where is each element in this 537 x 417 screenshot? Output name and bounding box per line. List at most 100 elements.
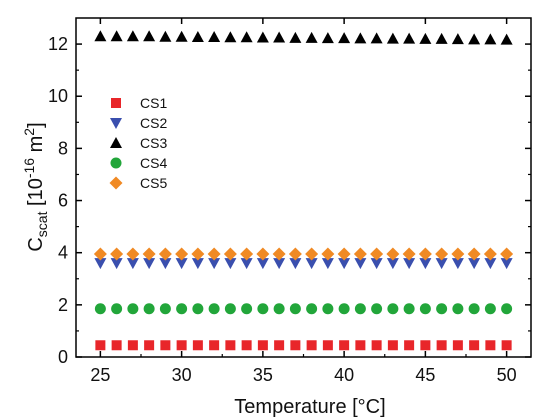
legend-marker-cs5	[109, 176, 123, 190]
data-point-cs4	[208, 303, 220, 315]
data-point-cs2	[370, 258, 383, 270]
legend-marker-cs3	[110, 137, 122, 148]
data-point-cs4	[257, 303, 269, 315]
series-cs5	[93, 247, 514, 261]
data-point-cs5	[191, 247, 205, 261]
y-axis-label-exponent: -16	[21, 158, 37, 178]
data-point-cs2	[159, 258, 172, 270]
legend-item-cs3: CS3	[110, 135, 167, 151]
data-point-cs2	[305, 258, 318, 270]
data-point-cs3	[208, 31, 221, 43]
data-point-cs2	[386, 258, 399, 270]
data-point-cs3	[484, 33, 497, 45]
y-axis-label-base: C	[25, 237, 47, 251]
data-point-cs4	[159, 303, 171, 315]
data-point-cs1	[485, 340, 496, 351]
data-point-cs1	[339, 340, 350, 351]
data-point-cs1	[225, 340, 236, 351]
data-point-cs1	[355, 340, 366, 351]
legend-item-cs1: CS1	[111, 95, 167, 111]
x-tick-label: 35	[253, 365, 273, 385]
data-point-cs1	[241, 340, 252, 351]
data-point-cs3	[321, 32, 334, 44]
data-point-cs3	[386, 32, 399, 44]
data-point-cs4	[241, 303, 253, 315]
data-point-cs2	[191, 258, 204, 270]
data-point-cs4	[436, 303, 448, 315]
data-point-cs5	[223, 247, 237, 261]
legend-label-cs1: CS1	[140, 95, 167, 111]
data-point-cs5	[256, 247, 270, 261]
data-point-cs2	[419, 258, 432, 270]
data-point-cs1	[192, 340, 203, 351]
data-point-cs4	[387, 303, 399, 315]
legend-item-cs5: CS5	[109, 175, 167, 191]
data-point-cs5	[418, 247, 432, 261]
data-point-cs4	[143, 303, 155, 315]
y-axis-label-bracket-close: ]	[25, 122, 47, 128]
data-point-cs2	[110, 258, 123, 270]
data-point-cs5	[435, 247, 449, 261]
data-point-cs2	[94, 258, 107, 270]
data-point-cs2	[240, 258, 253, 270]
data-point-cs4	[192, 303, 204, 315]
y-axis-label-unit-exponent: 2	[21, 128, 37, 136]
data-point-cs1	[290, 340, 301, 351]
data-point-cs5	[451, 247, 465, 261]
x-tick-label: 30	[172, 365, 192, 385]
data-point-cs4	[371, 303, 383, 315]
data-point-cs1	[209, 340, 220, 351]
data-point-cs5	[288, 247, 302, 261]
data-point-cs2	[435, 258, 448, 270]
data-series	[93, 30, 514, 351]
data-point-cs4	[322, 303, 334, 315]
data-point-cs2	[500, 258, 513, 270]
data-point-cs5	[321, 247, 335, 261]
data-point-cs4	[306, 303, 318, 315]
data-point-cs3	[305, 31, 318, 43]
data-point-cs5	[386, 247, 400, 261]
data-point-cs2	[468, 258, 481, 270]
data-point-cs3	[94, 30, 107, 42]
data-point-cs3	[370, 32, 383, 44]
data-point-cs4	[273, 303, 285, 315]
legend-item-cs2: CS2	[110, 115, 167, 131]
data-point-cs5	[93, 247, 107, 261]
data-point-cs5	[110, 247, 124, 261]
data-point-cs4	[403, 303, 415, 315]
data-point-cs3	[191, 31, 204, 43]
data-point-cs1	[160, 340, 171, 351]
data-point-cs4	[354, 303, 366, 315]
data-point-cs4	[127, 303, 139, 315]
data-point-cs4	[419, 303, 431, 315]
data-point-cs3	[468, 33, 481, 45]
data-point-cs4	[224, 303, 236, 315]
data-point-cs1	[127, 340, 138, 351]
y-tick-label: 8	[58, 138, 68, 158]
series-cs1	[95, 340, 512, 351]
legend-marker-cs4	[110, 157, 122, 169]
data-point-cs5	[483, 247, 497, 261]
data-point-cs2	[175, 258, 188, 270]
data-point-cs5	[305, 247, 319, 261]
legend-label-cs3: CS3	[140, 135, 167, 151]
x-tick-label: 50	[497, 365, 517, 385]
legend-item-cs4: CS4	[110, 155, 167, 171]
data-point-cs5	[353, 247, 367, 261]
y-tick-label: 2	[58, 295, 68, 315]
y-axis: 0 2 4 6 8 10 12	[48, 34, 531, 367]
data-point-cs4	[484, 303, 496, 315]
x-tick-label: 25	[90, 365, 110, 385]
data-point-cs3	[435, 32, 448, 44]
data-point-cs2	[126, 258, 139, 270]
data-point-cs5	[467, 247, 481, 261]
data-point-cs2	[143, 258, 156, 270]
data-point-cs5	[126, 247, 140, 261]
data-point-cs3	[338, 32, 351, 44]
data-point-cs3	[256, 31, 269, 43]
data-point-cs5	[272, 247, 286, 261]
data-point-cs3	[451, 33, 464, 45]
y-axis-label-unit: m	[25, 136, 47, 158]
data-point-cs5	[207, 247, 221, 261]
x-tick-label: 40	[334, 365, 354, 385]
